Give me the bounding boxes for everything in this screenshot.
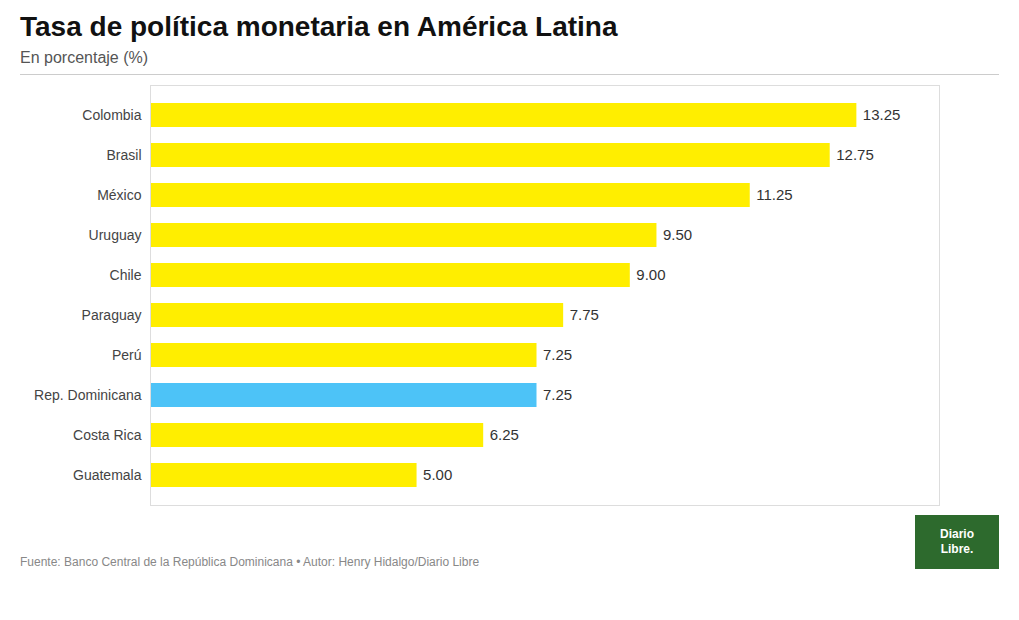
svg-text:7.25: 7.25 (543, 346, 572, 363)
html-text:Diario: Diario (940, 527, 974, 541)
svg-text:Costa Rica: Costa Rica (73, 427, 142, 443)
svg-text:5.00: 5.00 (423, 466, 452, 483)
svg-text:12.75: 12.75 (836, 146, 874, 163)
svg-text:7.25: 7.25 (543, 386, 572, 403)
svg-text:13.25: 13.25 (863, 106, 901, 123)
svg-text:Guatemala: Guatemala (73, 467, 142, 483)
svg-text:Rep. Dominicana: Rep. Dominicana (34, 387, 142, 403)
svg-text:9.50: 9.50 (663, 226, 692, 243)
svg-text:Paraguay: Paraguay (82, 307, 142, 323)
html-text:En porcentaje (%): En porcentaje (%) (20, 49, 149, 66)
svg-text:Colombia: Colombia (82, 107, 141, 123)
svg-text:Perú: Perú (112, 347, 142, 363)
html-text:Fuente: Banco Central de la Re: Fuente: Banco Central de la República Do… (20, 555, 480, 569)
svg-text:México: México (97, 187, 142, 203)
html-text:Libre.: Libre. (940, 542, 974, 556)
svg-text:Uruguay: Uruguay (89, 227, 142, 243)
svg-text:Chile: Chile (110, 267, 142, 283)
svg-text:9.00: 9.00 (636, 266, 665, 283)
html-text:Tasa de política monetaria en: Tasa de política monetaria en América La… (20, 11, 618, 42)
svg-text:11.25: 11.25 (756, 186, 792, 203)
svg-text:Brasil: Brasil (106, 147, 141, 163)
svg-text:7.75: 7.75 (570, 306, 599, 323)
svg-text:6.25: 6.25 (490, 426, 519, 443)
